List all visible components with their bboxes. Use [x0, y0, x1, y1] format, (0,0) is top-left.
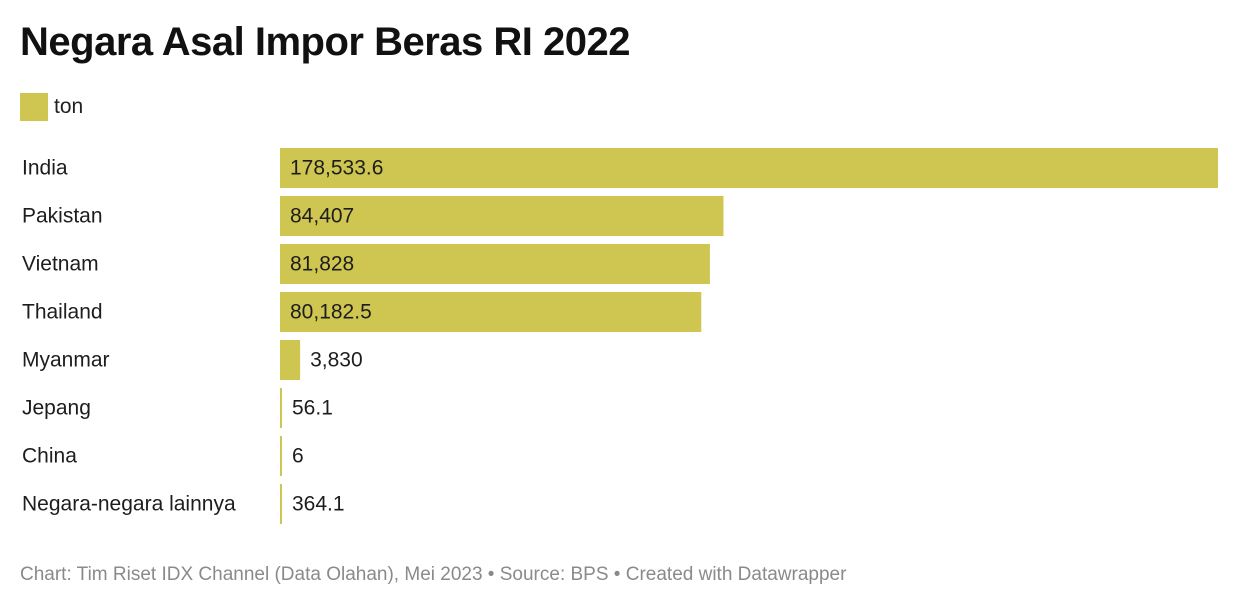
- category-label-pakistan: Pakistan: [22, 205, 103, 228]
- value-label-vietnam: 81,828: [290, 253, 354, 276]
- value-label-negara-negara-lainnya: 364.1: [292, 493, 345, 516]
- bar-thailand: [280, 292, 702, 332]
- value-label-india: 178,533.6: [290, 157, 383, 180]
- bar-vietnam: [280, 244, 710, 284]
- chart-title: Negara Asal Impor Beras RI 2022: [20, 20, 631, 64]
- category-label-vietnam: Vietnam: [22, 253, 99, 276]
- category-label-india: India: [22, 157, 68, 180]
- category-label-thailand: Thailand: [22, 301, 103, 324]
- category-label-negara-negara-lainnya: Negara-negara lainnya: [22, 493, 236, 516]
- bar-myanmar: [280, 340, 301, 380]
- category-label-jepang: Jepang: [22, 397, 91, 420]
- category-label-myanmar: Myanmar: [22, 349, 110, 372]
- legend: ton: [20, 92, 83, 122]
- bar-india: [280, 148, 1218, 188]
- bar-pakistan: [280, 196, 724, 236]
- bar-chart: India 178,533.6 Pakistan 84,407 Vietnam 81,82…: [22, 148, 1218, 524]
- legend-swatch: [20, 93, 48, 121]
- value-label-jepang: 56.1: [292, 397, 333, 420]
- value-label-pakistan: 84,407: [290, 205, 354, 228]
- value-label-china: 6: [292, 445, 304, 468]
- legend-label: ton: [54, 95, 84, 118]
- bars-layer: India 178,533.6 Pakistan 84,407 Vietnam 81,82…: [22, 148, 1218, 524]
- value-label-myanmar: 3,830: [310, 349, 363, 372]
- bar-jepang: [280, 388, 282, 428]
- value-label-thailand: 80,182.5: [290, 301, 372, 324]
- category-label-china: China: [22, 445, 77, 468]
- bar-china: [280, 436, 282, 476]
- chart-footer: Chart: Tim Riset IDX Channel (Data Olaha…: [20, 564, 847, 585]
- bar-negara-negara-lainnya: [280, 484, 282, 524]
